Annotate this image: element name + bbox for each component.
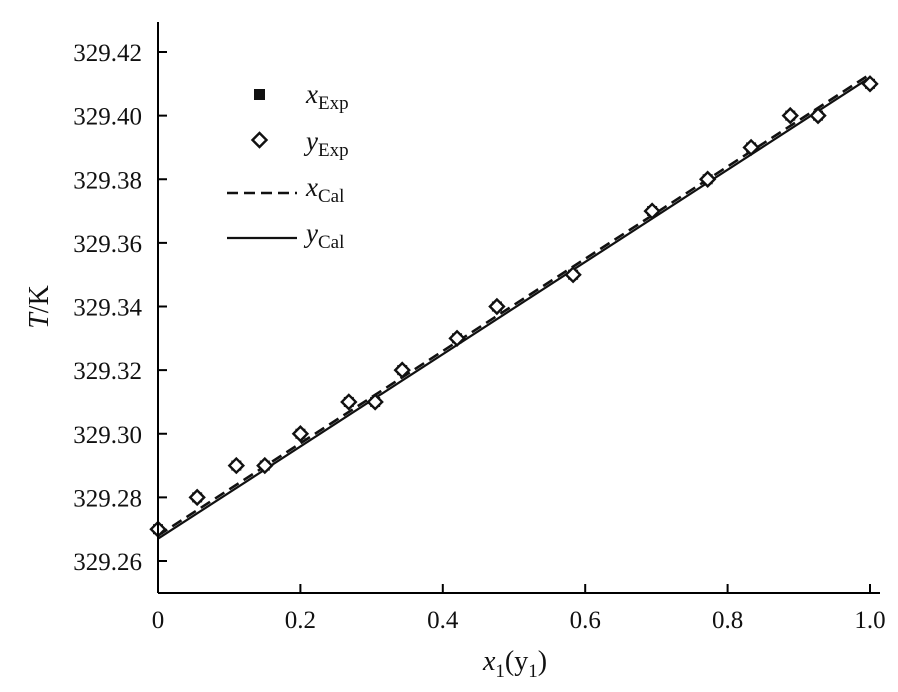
x-tick-label: 0.8 [712, 607, 743, 634]
y-axis-title-main: T [24, 311, 55, 329]
x-tick-label: 0.2 [285, 607, 316, 634]
x-axis-title-main: x [482, 646, 496, 677]
x-tick-label: 0.6 [570, 607, 601, 634]
data-point-y-exp [564, 265, 582, 284]
data-point-y-exp [291, 425, 310, 443]
y-tick-label: 329.34 [73, 295, 142, 322]
legend-label-x-cal: xCal [305, 172, 344, 207]
y-tick-label: 329.36 [73, 231, 142, 258]
y-tick-label: 329.26 [73, 549, 142, 576]
legend-marker-x-exp [254, 89, 265, 100]
data-point-y-exp [861, 75, 879, 93]
data-point-y-exp [366, 393, 384, 411]
x-tick-label: 0.4 [427, 607, 459, 634]
x-axis-title-open: (y [505, 646, 528, 677]
data-point-y-exp [256, 456, 274, 475]
x-ticks: 0 0.2 0.4 0.6 0.8 1.0 [152, 584, 886, 634]
data-point-y-exp [188, 488, 206, 507]
data-point-y-exp [393, 361, 411, 379]
y-axis-title-unit: /K [24, 285, 55, 313]
x-axis-title: x1(y1) [482, 646, 547, 682]
y-tick-label: 329.38 [73, 167, 142, 194]
data-point-y-exp [781, 106, 799, 125]
legend-marker-y-exp [250, 131, 269, 149]
y-tick-label: 329.42 [73, 40, 142, 67]
y-tick-label: 329.40 [73, 104, 142, 131]
y-tick-label: 329.30 [73, 422, 142, 449]
data-point-y-exp [643, 202, 661, 220]
legend-label-x-exp: xExp [305, 79, 349, 114]
data-point-y-exp [448, 329, 466, 348]
legend-label-y-exp: yExp [303, 126, 349, 161]
y-tick-label: 329.28 [73, 485, 142, 512]
y-axis-title: T/K [24, 285, 55, 329]
x-tick-label: 1.0 [854, 607, 885, 634]
x-tick-label: 0 [152, 607, 165, 634]
y-ticks: 329.26 329.28 329.30 329.32 329.34 329.36 329.… [73, 40, 167, 576]
plot-area [149, 73, 879, 540]
x-axis-title-close: ) [538, 646, 547, 677]
y-tick-label: 329.32 [73, 358, 142, 385]
legend: xExp yExp xCal yCal [227, 79, 349, 253]
data-point-y-exp [488, 297, 506, 316]
data-point-y-exp [742, 138, 760, 157]
data-point-y-exp [340, 393, 358, 411]
x-axis-title-sub2: 1 [528, 661, 538, 682]
data-point-y-exp [698, 170, 717, 188]
x-axis-title-sub1: 1 [495, 661, 505, 682]
legend-label-y-cal: yCal [303, 218, 344, 253]
data-point-y-exp [227, 456, 246, 475]
data-point-y-exp [809, 106, 827, 125]
